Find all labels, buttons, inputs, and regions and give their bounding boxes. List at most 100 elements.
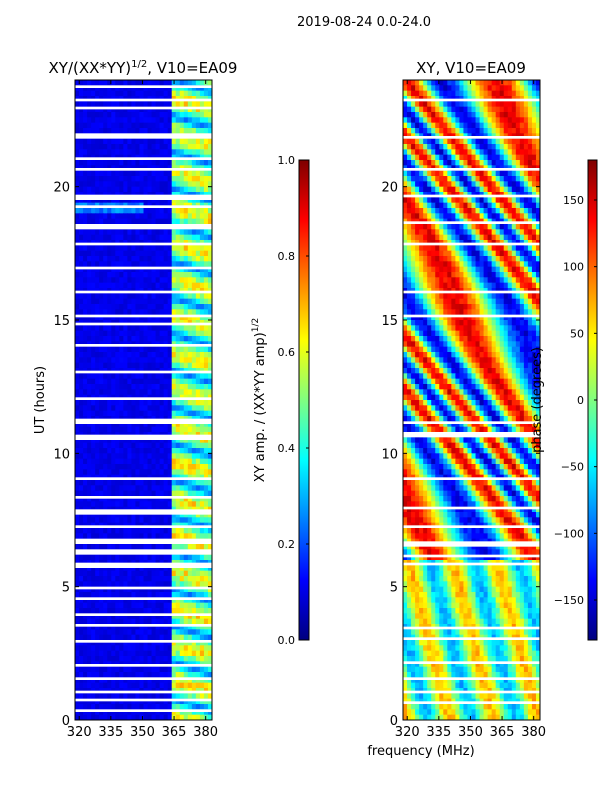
- amplitude-heatmap-cell: [91, 170, 96, 177]
- amplitude-heatmap-cell: [207, 298, 212, 305]
- amplitude-heatmap-cell: [151, 117, 157, 124]
- amplitude-heatmap-cell: [195, 304, 201, 310]
- amplitude-heatmap-cell: [75, 421, 80, 428]
- amplitude-heatmap-cell: [203, 266, 209, 273]
- amplitude-heatmap-cell: [87, 208, 92, 214]
- amplitude-heatmap-cell: [99, 373, 104, 380]
- amplitude-heatmap-cell: [123, 293, 128, 300]
- phase-heatmap-cell: [419, 117, 424, 124]
- amplitude-heatmap-cell: [207, 501, 212, 508]
- amplitude-heatmap-cell: [135, 208, 141, 214]
- amplitude-heatmap-cell: [171, 618, 177, 625]
- amplitude-heatmap-cell: [95, 448, 100, 454]
- amplitude-heatmap-cell: [83, 309, 88, 316]
- amplitude-heatmap-cell: [115, 400, 120, 406]
- amplitude-heatmap-cell: [207, 245, 212, 252]
- amplitude-heatmap-cell: [123, 384, 128, 390]
- amplitude-heatmap-cell: [115, 373, 120, 380]
- amplitude-heatmap-cell: [111, 181, 116, 188]
- amplitude-heatmap-cell: [163, 677, 169, 684]
- phase-heatmap-cell: [411, 186, 416, 193]
- amplitude-heatmap-cell: [175, 325, 181, 332]
- amplitude-heatmap-cell: [95, 112, 100, 118]
- amplitude-heatmap-cell: [91, 346, 96, 353]
- amplitude-heatmap-cell: [87, 698, 92, 705]
- amplitude-heatmap-cell: [95, 714, 100, 720]
- amplitude-heatmap-cell: [135, 437, 141, 444]
- amplitude-heatmap-cell: [135, 80, 141, 86]
- amplitude-heatmap-cell: [143, 693, 149, 700]
- amplitude-heatmap-cell: [135, 581, 141, 588]
- phase-heatmap-cell: [523, 112, 529, 118]
- amplitude-heatmap-cell: [151, 645, 157, 652]
- amplitude-heatmap-cell: [187, 197, 193, 204]
- amplitude-heatmap-cell: [131, 400, 137, 406]
- amplitude-heatmap-cell: [115, 517, 120, 524]
- amplitude-heatmap-cell: [79, 602, 84, 609]
- amplitude-heatmap-cell: [123, 485, 128, 492]
- amplitude-heatmap-cell: [207, 357, 212, 364]
- amplitude-heatmap-cell: [175, 346, 181, 353]
- amplitude-heatmap-cell: [135, 400, 141, 406]
- amplitude-heatmap-cell: [151, 405, 157, 412]
- amplitude-heatmap-cell: [199, 677, 205, 684]
- phase-heatmap-cell: [519, 176, 525, 182]
- amplitude-heatmap-cell: [123, 501, 128, 508]
- amplitude-heatmap-cell: [163, 426, 169, 433]
- amplitude-heatmap-cell: [179, 650, 185, 657]
- amplitude-heatmap-cell: [139, 266, 145, 273]
- amplitude-heatmap-cell: [75, 90, 80, 97]
- amplitude-heatmap-cell: [115, 704, 120, 710]
- amplitude-heatmap-cell: [91, 304, 96, 310]
- phase-heatmap-cell: [423, 138, 428, 145]
- amplitude-heatmap-cell: [139, 640, 145, 646]
- amplitude-heatmap-cell: [119, 261, 124, 268]
- amplitude-heatmap-cell: [175, 629, 181, 636]
- amplitude-flagged-band: [75, 434, 212, 440]
- amplitude-heatmap-cell: [191, 261, 197, 268]
- amplitude-heatmap-cell: [95, 624, 100, 630]
- amplitude-heatmap-cell: [195, 325, 201, 332]
- phase-heatmap-cell: [471, 101, 477, 108]
- phase-heatmap-cell: [419, 106, 424, 113]
- amplitude-heatmap-cell: [183, 421, 189, 428]
- amplitude-heatmap-cell: [187, 602, 193, 609]
- amplitude-heatmap-cell: [203, 112, 209, 118]
- amplitude-heatmap-cell: [187, 501, 193, 508]
- phase-heatmap-cell: [419, 112, 424, 118]
- amplitude-heatmap-cell: [207, 256, 212, 262]
- amplitude-heatmap-cell: [79, 80, 84, 86]
- amplitude-heatmap-cell: [207, 704, 212, 710]
- phase-heatmap-cell: [479, 186, 485, 193]
- amplitude-heatmap-cell: [103, 437, 108, 444]
- amplitude-heatmap-cell: [203, 378, 209, 385]
- amplitude-heatmap-cell: [207, 282, 212, 289]
- amplitude-flagged-band: [75, 85, 212, 88]
- amplitude-heatmap-cell: [167, 170, 173, 177]
- amplitude-heatmap-cell: [95, 581, 100, 588]
- amplitude-heatmap-cell: [203, 277, 209, 284]
- phase-heatmap-cell: [503, 112, 509, 118]
- amplitude-heatmap-cell: [179, 693, 185, 700]
- amplitude-heatmap-cell: [195, 346, 201, 353]
- amplitude-heatmap-cell: [147, 272, 153, 278]
- amplitude-heatmap-cell: [107, 325, 112, 332]
- amplitude-heatmap-cell: [147, 656, 153, 662]
- amplitude-heatmap-cell: [75, 298, 80, 305]
- amplitude-heatmap-cell: [103, 618, 108, 625]
- amplitude-heatmap-cell: [139, 160, 145, 166]
- amplitude-heatmap-cell: [103, 176, 108, 182]
- amplitude-heatmap-cell: [179, 176, 185, 182]
- amplitude-heatmap-cell: [183, 250, 189, 257]
- amplitude-heatmap-cell: [207, 234, 212, 241]
- amplitude-heatmap-cell: [199, 528, 205, 534]
- phase-heatmap-cell: [479, 170, 485, 177]
- phase-heatmap-cell: [519, 106, 525, 113]
- amplitude-heatmap-cell: [103, 346, 108, 353]
- phase-heatmap-cell: [475, 90, 481, 97]
- amplitude-heatmap-cell: [147, 485, 153, 492]
- amplitude-heatmap-cell: [207, 106, 212, 113]
- amplitude-heatmap-cell: [131, 618, 137, 625]
- amplitude-heatmap-cell: [187, 160, 193, 166]
